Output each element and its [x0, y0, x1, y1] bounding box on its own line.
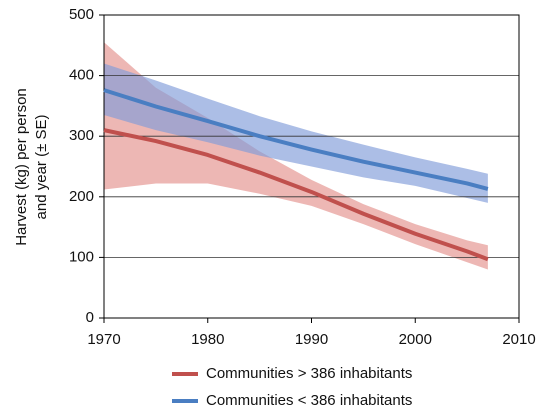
y-axis-label: Harvest (kg) per person: [13, 88, 30, 246]
plot-frame: [103, 14, 520, 319]
line: [103, 128, 489, 262]
legend-label: Communities > 386 inhabitants: [206, 365, 412, 382]
legend-label: Communities < 386 inhabitants: [206, 392, 412, 409]
x-tick-label: 1990: [295, 331, 328, 348]
y-tick-label: 100: [69, 248, 94, 265]
y-tick-label: 200: [69, 188, 94, 205]
x-tick-label: 1980: [191, 331, 224, 348]
y-tick-label: 300: [69, 127, 94, 144]
x-tick-label: 1970: [87, 331, 120, 348]
y-tick-label: 400: [69, 67, 94, 84]
x-tick-label: 2010: [502, 331, 535, 348]
y-tick-label: 0: [86, 309, 94, 326]
x-tick-label: 2000: [399, 331, 432, 348]
line: [103, 88, 489, 191]
y-tick-label: 500: [69, 6, 94, 23]
y-axis-label: and year (± SE): [33, 115, 50, 220]
